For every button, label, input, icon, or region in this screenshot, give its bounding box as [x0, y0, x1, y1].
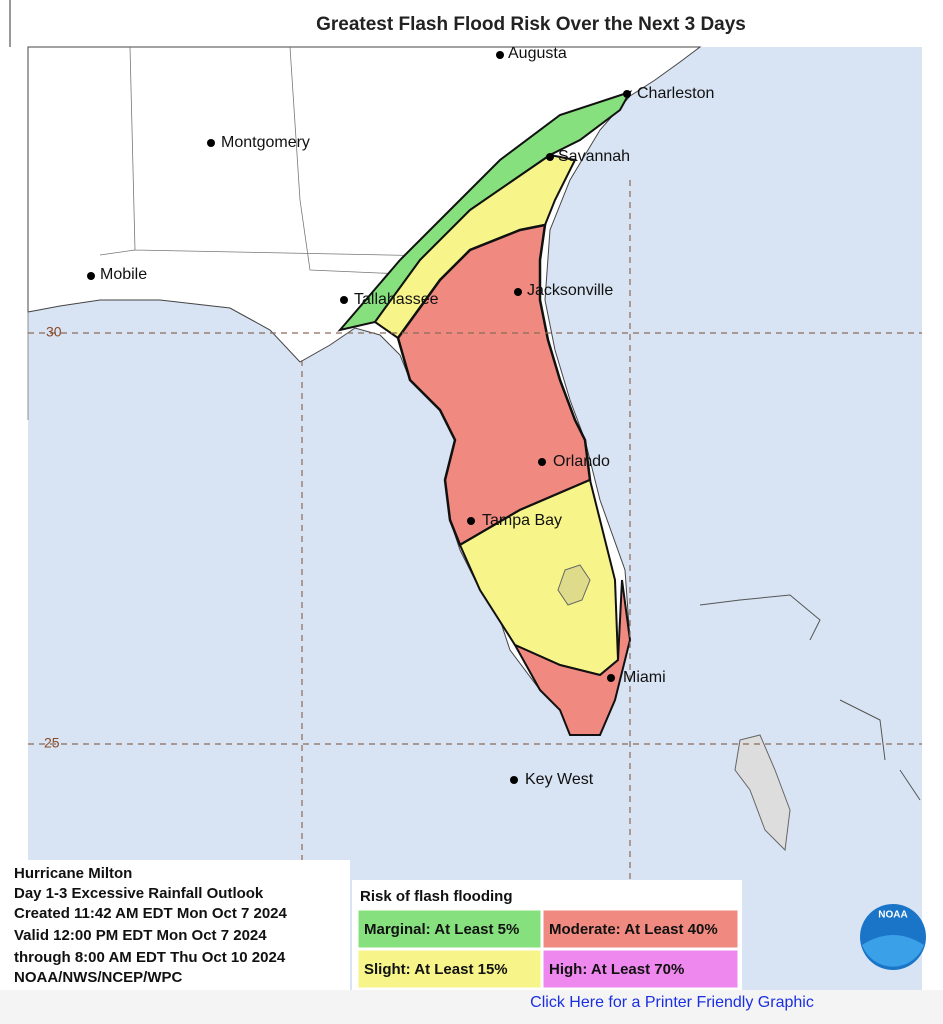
- city-label: Tallahassee: [354, 291, 439, 308]
- city-dot: [496, 51, 504, 59]
- city-label: Augusta: [508, 45, 567, 62]
- logo-wave: [862, 935, 924, 967]
- lake: [557, 564, 591, 606]
- info-box: [10, 860, 350, 990]
- city-label: Miami: [623, 669, 666, 686]
- latitude-label: 25: [44, 735, 60, 751]
- legend-swatch: [357, 949, 542, 989]
- info-line: Valid 12:00 PM EDT Mon Oct 7 2024: [14, 927, 267, 944]
- city-dot: [87, 272, 95, 280]
- legend-title: Risk of flash flooding: [360, 888, 513, 905]
- printer-link[interactable]: Click Here for a Printer Friendly Graphi…: [530, 994, 814, 1011]
- footer: [0, 990, 943, 1024]
- city-label: Key West: [525, 771, 594, 788]
- city-dot: [546, 153, 554, 161]
- legend-swatch: [542, 949, 739, 989]
- city-label: Mobile: [100, 266, 147, 283]
- info-line: NOAA/NWS/NCEP/WPC: [14, 969, 183, 986]
- info-line: Created 11:42 AM EDT Mon Oct 7 2024: [14, 905, 288, 922]
- legend-item: Moderate: At Least 40%: [549, 921, 718, 938]
- city-label: Charleston: [637, 85, 714, 102]
- graticule: [28, 180, 922, 880]
- city-label: Montgomery: [221, 134, 310, 151]
- city-dot: [538, 458, 546, 466]
- info-line: Hurricane Milton: [14, 865, 132, 882]
- island: [734, 734, 791, 852]
- city-dot: [514, 288, 522, 296]
- city-dot: [623, 90, 631, 98]
- city-label: Savannah: [558, 148, 630, 165]
- legend-item: High: At Least 70%: [549, 961, 684, 978]
- city-dot: [207, 139, 215, 147]
- info-line: Day 1-3 Excessive Rainfall Outlook: [14, 885, 264, 902]
- cities: Augusta Charleston Montgomery Savannah M…: [87, 45, 714, 788]
- info-line: through 8:00 AM EDT Thu Oct 10 2024: [14, 949, 286, 966]
- title: Greatest Flash Flood Risk Over the Next …: [316, 14, 746, 35]
- moderate-area: [512, 579, 632, 736]
- logo-text: NOAA: [878, 910, 907, 921]
- city-label: Tampa Bay: [482, 512, 562, 529]
- state-borders: [27, 46, 541, 420]
- legend-swatch: [542, 909, 739, 949]
- legend-swatch: [357, 909, 542, 949]
- city-dot: [467, 517, 475, 525]
- city-dot: [510, 776, 518, 784]
- legend-item: Slight: At Least 15%: [364, 961, 508, 978]
- city-dot: [340, 296, 348, 304]
- legend-item: Marginal: At Least 5%: [364, 921, 519, 938]
- city-label: Orlando: [553, 453, 610, 470]
- islands: [699, 594, 921, 801]
- latitude-label: 30: [46, 324, 62, 340]
- city-dot: [607, 674, 615, 682]
- city-label: Jacksonville: [527, 282, 613, 299]
